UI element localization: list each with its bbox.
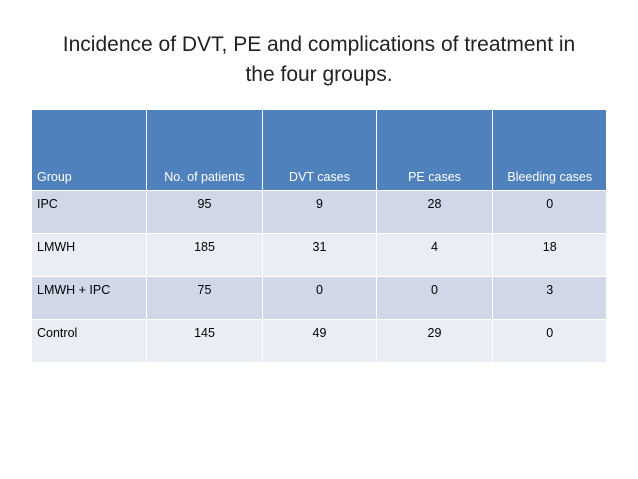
cell-pe: 29 — [376, 318, 493, 362]
cell-patients: 185 — [146, 232, 263, 276]
cell-bleeding: 3 — [492, 275, 606, 319]
cell-bleeding: 0 — [492, 189, 606, 233]
slide-title-line-1: Incidence of DVT, PE and complications o… — [62, 33, 576, 56]
incidence-table: Group No. of patients DVT cases PE cases… — [32, 110, 606, 362]
table-row: IPC 95 9 28 0 — [32, 189, 606, 233]
table-row: LMWH 185 31 4 18 — [32, 232, 606, 276]
header-bleeding-cases: Bleeding cases — [492, 110, 606, 190]
cell-bleeding: 18 — [492, 232, 606, 276]
slide-title-line-2: the four groups. — [245, 63, 393, 86]
cell-patients: 95 — [146, 189, 263, 233]
cell-pe: 0 — [376, 275, 493, 319]
slide-title: Incidence of DVT, PE and complications o… — [20, 30, 618, 90]
header-dvt-cases: DVT cases — [262, 110, 377, 190]
cell-dvt: 0 — [262, 275, 377, 319]
cell-pe: 28 — [376, 189, 493, 233]
table-header-row: Group No. of patients DVT cases PE cases… — [32, 110, 606, 190]
cell-dvt: 49 — [262, 318, 377, 362]
cell-bleeding: 0 — [492, 318, 606, 362]
cell-dvt: 9 — [262, 189, 377, 233]
cell-group: IPC — [32, 189, 147, 233]
header-pe-cases: PE cases — [376, 110, 493, 190]
cell-group: LMWH + IPC — [32, 275, 147, 319]
table-row: Control 145 49 29 0 — [32, 318, 606, 362]
cell-patients: 145 — [146, 318, 263, 362]
cell-dvt: 31 — [262, 232, 377, 276]
cell-patients: 75 — [146, 275, 263, 319]
cell-pe: 4 — [376, 232, 493, 276]
header-group: Group — [32, 110, 147, 190]
header-no-of-patients: No. of patients — [146, 110, 263, 190]
cell-group: LMWH — [32, 232, 147, 276]
table-row: LMWH + IPC 75 0 0 3 — [32, 275, 606, 319]
cell-group: Control — [32, 318, 147, 362]
